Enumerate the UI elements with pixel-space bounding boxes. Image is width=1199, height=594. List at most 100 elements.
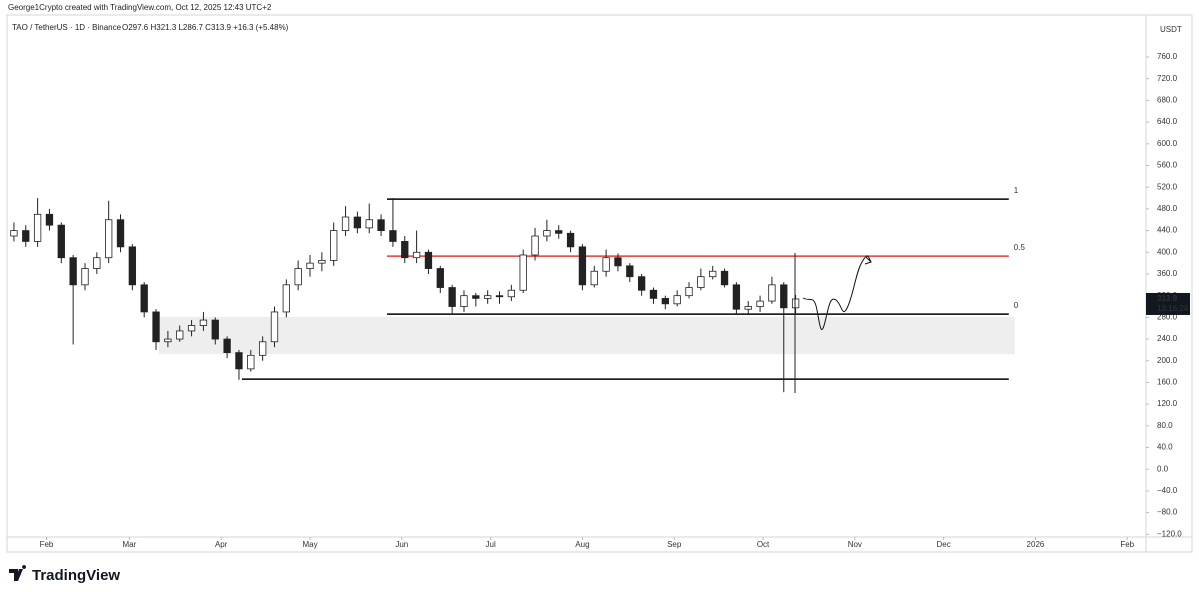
countdown: 13:16:24	[1157, 304, 1189, 313]
fib-label: 1	[1014, 186, 1019, 195]
y-tick-label: 440.0	[1157, 226, 1178, 235]
brand: TradingView	[32, 567, 120, 584]
y-tick-label: 760.0	[1157, 52, 1178, 61]
candle-body	[199, 319, 208, 326]
x-tick-label: Feb	[40, 540, 54, 549]
y-tick-label: 280.0	[1157, 312, 1178, 321]
candle-body	[235, 352, 243, 370]
symbol: TAO / TetherUS · 1D · Binance	[12, 23, 122, 32]
candle-body	[57, 224, 65, 259]
candle-body	[247, 354, 255, 370]
x-tick-label: Aug	[575, 540, 589, 549]
candle-body	[116, 219, 125, 248]
unit: USDT	[1160, 25, 1182, 34]
x-tick-label: Feb	[1120, 540, 1134, 549]
x-tick-label: Nov	[848, 540, 862, 549]
candle-body	[22, 230, 30, 242]
candle-body	[258, 341, 267, 356]
candle-layer	[10, 198, 800, 393]
brand-logo: TradingView	[9, 565, 120, 584]
credit: George1Crypto created with TradingView.c…	[8, 3, 272, 12]
candle-body	[720, 270, 729, 286]
candle-body	[436, 268, 444, 288]
candle-body	[424, 251, 433, 269]
candle-body	[140, 284, 148, 313]
y-tick-label: 200.0	[1157, 356, 1178, 365]
candle-body	[531, 235, 539, 256]
candle-body	[460, 295, 468, 307]
y-tick-label: 400.0	[1157, 247, 1178, 256]
y-tick-label: 560.0	[1157, 161, 1178, 170]
y-tick-label: 0.0	[1157, 464, 1169, 473]
candle-body	[732, 284, 741, 310]
candle-body	[566, 232, 575, 248]
x-tick-label: Dec	[937, 540, 951, 549]
price-tag-value: 313.9	[1157, 294, 1178, 303]
candle-body	[318, 260, 326, 264]
y-tick-label: 720.0	[1157, 74, 1178, 83]
candle-body	[637, 276, 646, 291]
candle-body	[294, 268, 302, 286]
candle-body	[673, 295, 681, 305]
x-tick-label: Oct	[757, 540, 770, 549]
candle-body	[697, 276, 705, 288]
candle-body	[685, 287, 693, 297]
candle-body	[602, 257, 610, 272]
x-tick-label: 2026	[1027, 540, 1045, 549]
candle-body	[744, 306, 752, 310]
candle-body	[472, 295, 480, 299]
y-tick-label: 80.0	[1157, 421, 1173, 430]
candle-body	[661, 297, 669, 305]
y-tick-label: −120.0	[1157, 529, 1182, 538]
y-tick-label: 360.0	[1157, 269, 1178, 278]
ohlc-summary: O297.6 H321.3 L286.7 C313.9 +16.3 (+5.48…	[122, 23, 289, 32]
y-tick-label: 520.0	[1157, 182, 1178, 191]
candle-body	[791, 298, 800, 309]
candle-body	[128, 246, 137, 286]
candle-body	[69, 257, 77, 286]
candle-body	[365, 219, 373, 229]
frame	[6, 14, 1193, 553]
logo-mark	[9, 565, 27, 581]
candle-body	[105, 219, 113, 259]
candle-body	[389, 230, 397, 242]
candle-body	[507, 289, 516, 298]
y-tick-label: 160.0	[1157, 378, 1178, 387]
candle-body	[768, 284, 776, 302]
demand-zone	[159, 316, 1015, 355]
candle-body	[10, 230, 18, 237]
candle-body	[176, 330, 184, 340]
y-tick-label: 40.0	[1157, 443, 1173, 452]
x-tick-label: Apr	[215, 540, 228, 549]
y-tick-label: 120.0	[1157, 399, 1178, 408]
projection-sketch	[802, 255, 872, 330]
x-tick-label: Jul	[486, 540, 496, 549]
projection-arrow	[864, 256, 872, 265]
y-tick-label: 480.0	[1157, 204, 1178, 213]
candle-body	[555, 230, 563, 234]
candle-body	[412, 251, 421, 259]
candle-body	[353, 216, 362, 229]
candle-body	[211, 319, 219, 340]
candle-body	[484, 295, 492, 299]
candle-body	[780, 284, 788, 309]
candle-body	[164, 338, 172, 343]
candle-body	[282, 284, 290, 313]
y-tick-label: 640.0	[1157, 117, 1178, 126]
fib-label: 0	[1014, 301, 1019, 310]
drawing-layer: 10.50	[241, 186, 1025, 380]
x-tick-label: Mar	[123, 540, 137, 549]
candle-body	[614, 257, 622, 267]
candle-body	[152, 311, 160, 343]
candle-body	[519, 254, 527, 291]
y-tick-label: 680.0	[1157, 96, 1178, 105]
candle-body	[377, 219, 385, 231]
candle-body	[649, 289, 658, 299]
candle-body	[709, 270, 717, 278]
candle-body	[626, 265, 634, 278]
candle-body	[448, 287, 456, 307]
y-tick-label: −80.0	[1157, 508, 1178, 517]
y-tick-label: 600.0	[1157, 139, 1178, 148]
